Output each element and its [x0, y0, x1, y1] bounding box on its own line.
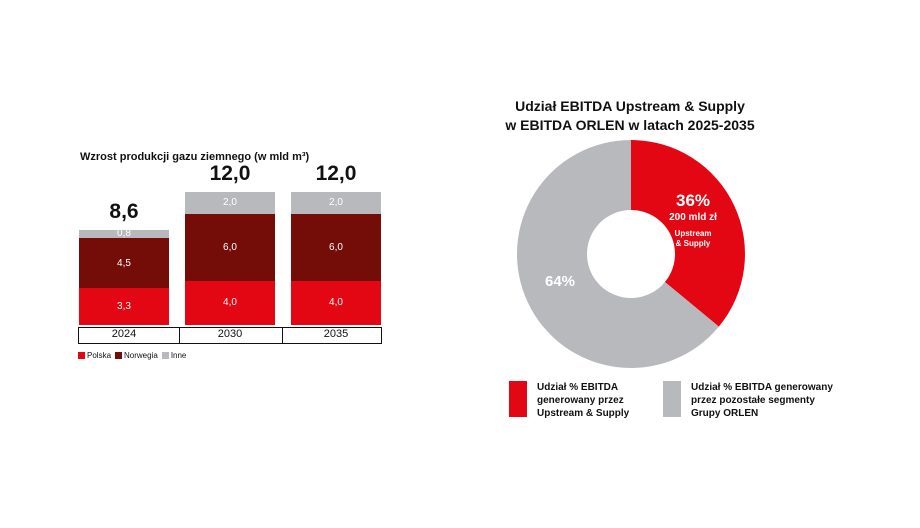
legend-swatch — [161, 352, 169, 359]
bar-value-label: 6,0 — [223, 241, 237, 253]
bar-segment-inne: 2,0 — [185, 191, 275, 214]
slice-label-other-percent: 64% — [544, 273, 576, 290]
x-tick-label: 2035 — [323, 328, 349, 340]
bar-value-label: 2,0 — [329, 197, 343, 209]
bar-legend: Polska Norwegia Inne — [78, 351, 190, 360]
legend-swatch — [78, 352, 85, 359]
donut-chart-title: Udział EBITDA Upstream & Supply w EBITDA… — [480, 97, 780, 135]
legend-line: generowany przez — [537, 395, 624, 406]
donut-slice-other — [517, 140, 719, 368]
x-axis-divider — [179, 327, 180, 344]
x-tick-label: 2030 — [217, 328, 243, 340]
slice-label-upstream-tag: Upstream & Supply — [658, 229, 728, 249]
bar-total-label: 12,0 — [315, 161, 357, 185]
bar-value-label: 3,3 — [117, 301, 131, 313]
bar-value-label: 4,0 — [329, 297, 343, 309]
legend-swatch — [509, 381, 527, 417]
bar-chart-title: Wzrost produkcji gazu ziemnego (w mld m³… — [80, 151, 310, 163]
x-tick-label: 2024 — [111, 328, 137, 340]
donut-slice-upstream — [631, 140, 745, 327]
legend-line: Upstream & Supply — [537, 408, 630, 419]
bar-total-label: 8,6 — [109, 199, 139, 223]
bar-segment-norwegia: 6,0 — [291, 214, 381, 281]
legend-line: przez pozostałe segmenty — [691, 395, 815, 406]
bar-segment-polska: 4,0 — [185, 280, 275, 325]
bar-value-label: 6,0 — [329, 241, 343, 253]
bar-value-label: 4,5 — [117, 257, 131, 269]
legend-label: Inne — [170, 351, 187, 360]
x-axis-frame — [78, 327, 382, 344]
bar-value-label: 2,0 — [223, 197, 237, 209]
bar-segment-inne: 0,8 — [79, 228, 169, 240]
legend-text: Udział % EBITDA generowany przez Upstrea… — [537, 381, 629, 420]
bar-segment-norwegia: 4,5 — [79, 238, 169, 289]
legend-line: Udział % EBITDA — [537, 382, 619, 393]
legend-line: Grupy ORLEN — [691, 408, 759, 419]
slice-tag-line: Upstream — [674, 229, 712, 238]
bar-segment-polska: 4,0 — [291, 280, 381, 325]
slice-tag-line: & Supply — [675, 239, 711, 248]
donut-chart — [517, 140, 745, 368]
legend-line: Udział % EBITDA generowany — [691, 382, 833, 393]
donut-title-line: w EBITDA ORLEN w latach 2025-2035 — [505, 117, 755, 133]
slice-label-upstream-value: 200 mld zł — [669, 212, 717, 223]
legend-item-inne: Inne — [161, 351, 187, 360]
bar-segment-polska: 3,3 — [79, 288, 169, 325]
x-axis-divider — [282, 327, 283, 344]
bar-total-label: 12,0 — [209, 161, 251, 185]
bar-segment-norwegia: 6,0 — [185, 214, 275, 281]
legend-item-norwegia: Norwegia — [115, 351, 158, 360]
bar-value-label: 0,8 — [117, 228, 131, 240]
legend-label: Polska — [87, 351, 112, 360]
legend-swatch — [115, 352, 123, 359]
legend-label: Norwegia — [124, 351, 158, 360]
legend-item-polska: Polska — [78, 351, 111, 360]
slice-label-upstream-percent: 36% — [675, 191, 711, 210]
legend-text: Udział % EBITDA generowany przez pozosta… — [691, 381, 833, 420]
bar-value-label: 4,0 — [223, 297, 237, 309]
donut-title-line: Udział EBITDA Upstream & Supply — [515, 98, 745, 114]
donut-legend-upstream: Udział % EBITDA generowany przez Upstrea… — [509, 381, 629, 420]
bar-segment-inne: 2,0 — [291, 191, 381, 214]
legend-swatch — [663, 381, 681, 417]
donut-legend-other: Udział % EBITDA generowany przez pozosta… — [663, 381, 833, 420]
